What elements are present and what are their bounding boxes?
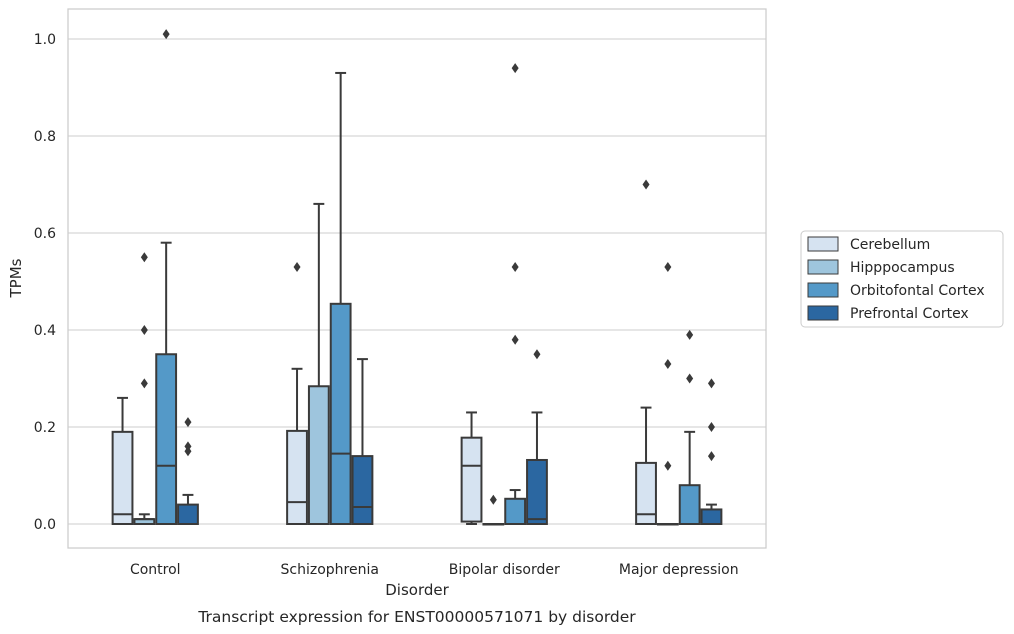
box-body [460,436,483,523]
box-body [635,461,657,526]
y-axis-ticks: 0.0 0.2 0.4 0.6 0.8 1.0 [34,32,56,533]
outlier-point [511,334,519,345]
outlier-point [162,29,170,40]
outlier-point [664,358,672,369]
outlier-point [707,378,715,389]
chart-caption: Transcript expression for ENST0000057107… [197,608,636,626]
box-hipppocampus [656,261,679,526]
outlier-point [707,422,715,432]
legend: Cerebellum Hipppocampus Orbitofontal Corte… [800,230,1004,328]
box-orbitofontal-cortex [329,71,352,525]
box-cerebellum [460,411,483,525]
y-tick-label: 0.4 [34,323,56,339]
y-tick-label: 0.8 [34,129,56,145]
outlier-point [184,446,192,457]
box-prefrontal-cortex [526,349,548,526]
outlier-point [511,261,519,272]
x-axis-label: Disorder [385,581,449,599]
outlier-point [489,494,497,505]
box-cerebellum [111,396,134,526]
legend-label: Cerebellum [850,237,930,253]
legend-swatch [807,282,839,298]
x-tick-label: Control [130,562,181,578]
outlier-point [511,63,519,74]
outlier-point [686,329,694,340]
x-tick-label: Major depression [619,562,739,578]
outlier-point [642,179,650,190]
box-cerebellum [635,179,657,526]
y-tick-label: 0.2 [34,420,56,436]
box-orbitofontal-cortex [155,29,178,525]
outlier-point [664,460,672,471]
outlier-point [664,261,672,272]
box-body [351,455,374,526]
plot-area-frame [67,8,767,549]
legend-swatch [807,236,839,252]
x-tick-label: Bipolar disorder [449,562,560,578]
legend-swatch [807,305,839,321]
box-body [504,497,527,525]
outlier-point [184,417,192,428]
outlier-point [140,252,148,263]
x-axis-ticks: Control Schizophrenia Bipolar disorder Majo… [130,562,739,578]
box-body [526,458,548,526]
legend-items: Cerebellum Hipppocampus Orbitofontal Corte… [807,236,985,322]
outlier-point [140,378,148,389]
box-cerebellum [286,261,308,526]
y-tick-label: 1.0 [34,32,56,48]
y-axis-label: TPMs [7,258,25,298]
box-body [329,302,352,525]
box-hipppocampus [133,252,156,526]
legend-swatch [807,259,839,275]
outlier-point [140,325,148,335]
box-body [111,430,134,526]
box-body [155,353,178,525]
box-orbitofontal-cortex [504,63,527,525]
box-plot-marks [111,29,723,526]
box-body [286,429,308,526]
box-orbitofontal-cortex [678,329,701,526]
outlier-point [686,373,694,384]
box-body [307,385,330,526]
box-prefrontal-cortex [177,417,199,526]
box-body [678,484,701,526]
box-body [700,508,723,526]
x-tick-label: Schizophrenia [281,562,379,578]
box-prefrontal-cortex [700,378,723,526]
box-body [177,503,199,526]
box-prefrontal-cortex [351,358,374,526]
box-hipppocampus [482,494,505,526]
legend-label: Prefrontal Cortex [850,306,969,322]
outlier-point [293,261,301,272]
legend-label: Orbitofontal Cortex [850,283,985,299]
y-tick-label: 0.6 [34,226,56,242]
legend-frame [800,230,1004,328]
legend-label: Hipppocampus [850,260,955,276]
outlier-point [533,349,541,360]
box-hipppocampus [307,202,330,526]
outlier-point [707,451,715,462]
y-tick-label: 0.0 [34,517,56,533]
